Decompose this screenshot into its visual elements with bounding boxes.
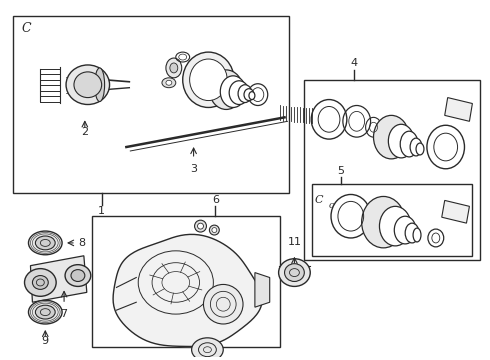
Ellipse shape	[35, 305, 55, 319]
Ellipse shape	[190, 59, 227, 100]
Text: 9: 9	[42, 336, 49, 346]
Ellipse shape	[74, 72, 101, 98]
Text: C: C	[315, 195, 323, 206]
Ellipse shape	[95, 68, 104, 102]
Bar	[92, 216, 280, 347]
Ellipse shape	[28, 300, 62, 324]
Polygon shape	[442, 201, 469, 223]
Polygon shape	[445, 98, 472, 121]
Polygon shape	[113, 234, 262, 346]
Ellipse shape	[416, 143, 424, 155]
Text: C: C	[22, 22, 31, 35]
Ellipse shape	[183, 52, 234, 108]
Ellipse shape	[195, 220, 206, 232]
Ellipse shape	[279, 259, 310, 287]
Text: 2: 2	[81, 127, 88, 137]
Ellipse shape	[65, 265, 91, 287]
Ellipse shape	[410, 138, 422, 156]
Ellipse shape	[32, 275, 48, 289]
Polygon shape	[255, 273, 270, 307]
Ellipse shape	[373, 116, 409, 159]
Ellipse shape	[413, 228, 421, 242]
Ellipse shape	[71, 270, 85, 282]
Ellipse shape	[249, 92, 255, 100]
Ellipse shape	[35, 236, 55, 250]
Text: 5: 5	[338, 166, 344, 176]
Ellipse shape	[362, 197, 405, 248]
Text: 11: 11	[288, 237, 301, 247]
Ellipse shape	[197, 223, 203, 229]
Text: 6: 6	[212, 195, 219, 206]
Ellipse shape	[166, 58, 182, 78]
Ellipse shape	[192, 338, 223, 360]
Ellipse shape	[24, 269, 56, 296]
Ellipse shape	[285, 264, 304, 282]
Text: 7: 7	[60, 309, 68, 319]
Ellipse shape	[244, 89, 254, 100]
Ellipse shape	[28, 231, 62, 255]
Ellipse shape	[209, 70, 243, 109]
Text: 10: 10	[200, 348, 215, 359]
Bar	[312, 184, 472, 256]
Text: 1: 1	[98, 206, 105, 216]
Ellipse shape	[229, 81, 249, 104]
Ellipse shape	[170, 63, 178, 73]
Ellipse shape	[209, 225, 220, 235]
Ellipse shape	[238, 85, 252, 103]
Polygon shape	[30, 256, 87, 302]
Text: 3: 3	[190, 164, 197, 174]
Ellipse shape	[166, 80, 172, 85]
Ellipse shape	[405, 223, 419, 243]
Ellipse shape	[389, 124, 414, 158]
Text: 8: 8	[78, 238, 85, 248]
Ellipse shape	[66, 65, 110, 104]
Ellipse shape	[400, 131, 418, 157]
Text: 4: 4	[350, 58, 357, 68]
Text: c: c	[328, 201, 334, 210]
Bar	[13, 15, 290, 193]
Ellipse shape	[379, 206, 411, 246]
Ellipse shape	[394, 216, 416, 244]
Ellipse shape	[203, 284, 243, 324]
Ellipse shape	[212, 228, 217, 233]
Ellipse shape	[220, 76, 246, 108]
Bar	[304, 80, 480, 260]
Ellipse shape	[162, 78, 176, 88]
